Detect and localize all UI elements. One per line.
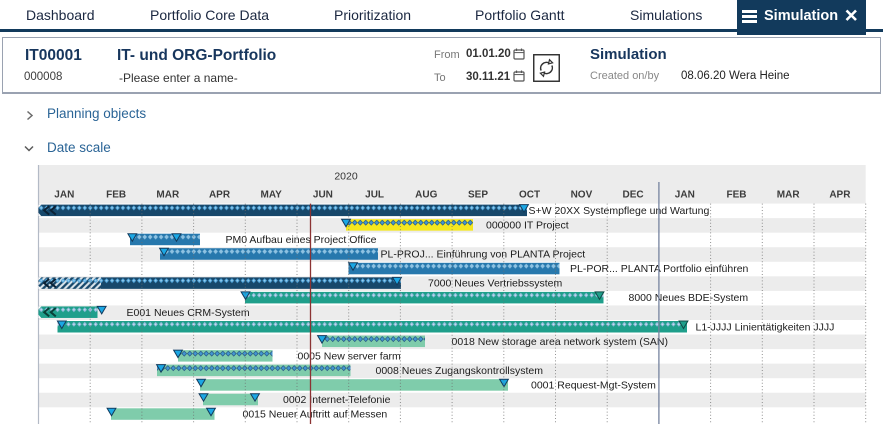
svg-text:2020: 2020 [334,171,358,183]
svg-text:0018 New storage area network: 0018 New storage area network system (SA… [452,336,669,348]
svg-text:MAR: MAR [777,190,801,201]
svg-text:L1-JJJJ Linientätigkeiten JJJJ: L1-JJJJ Linientätigkeiten JJJJ [696,321,835,333]
svg-text:000000 IT Project: 000000 IT Project [486,219,569,231]
svg-text:JUL: JUL [365,190,384,201]
svg-text:JUN: JUN [313,190,333,201]
svg-text:0005 New server farm: 0005 New server farm [298,350,402,362]
svg-text:JAN: JAN [675,190,695,201]
svg-text:SEP: SEP [468,190,488,201]
svg-text:7000 Neues Vertriebssystem: 7000 Neues Vertriebssystem [428,278,562,290]
svg-text:MAR: MAR [156,190,180,201]
svg-text:DEC: DEC [623,190,644,201]
svg-text:S+W 20XX Systempflege und Wart: S+W 20XX Systempflege und Wartung [529,205,710,217]
svg-text:8000 Neues BDE-System: 8000 Neues BDE-System [629,292,749,304]
svg-text:0002 Internet-Telefonie: 0002 Internet-Telefonie [283,394,391,406]
svg-text:NOV: NOV [571,190,593,201]
svg-text:APR: APR [829,190,851,201]
svg-text:APR: APR [209,190,231,201]
svg-text:PL-PROJ... Einführung von PLA: PL-PROJ... Einführung von PLANTA Project [381,249,586,261]
svg-text:0015 Neuer Auftritt auf Messen: 0015 Neuer Auftritt auf Messen [243,409,388,421]
svg-text:FEB: FEB [727,190,747,201]
svg-text:0001 Request-Mgt-System: 0001 Request-Mgt-System [531,380,656,392]
svg-text:E001 Neues CRM-System: E001 Neues CRM-System [127,307,250,319]
svg-text:OCT: OCT [519,190,540,201]
svg-text:FEB: FEB [106,190,126,201]
svg-text:MAY: MAY [261,190,283,201]
svg-text:JAN: JAN [54,190,74,201]
svg-text:AUG: AUG [415,190,437,201]
svg-text:0008 Neues Zugangskontrollsyst: 0008 Neues Zugangskontrollsystem [376,365,544,377]
svg-text:PM0 Aufbau eines Project Offi: PM0 Aufbau eines Project Office [226,234,377,246]
